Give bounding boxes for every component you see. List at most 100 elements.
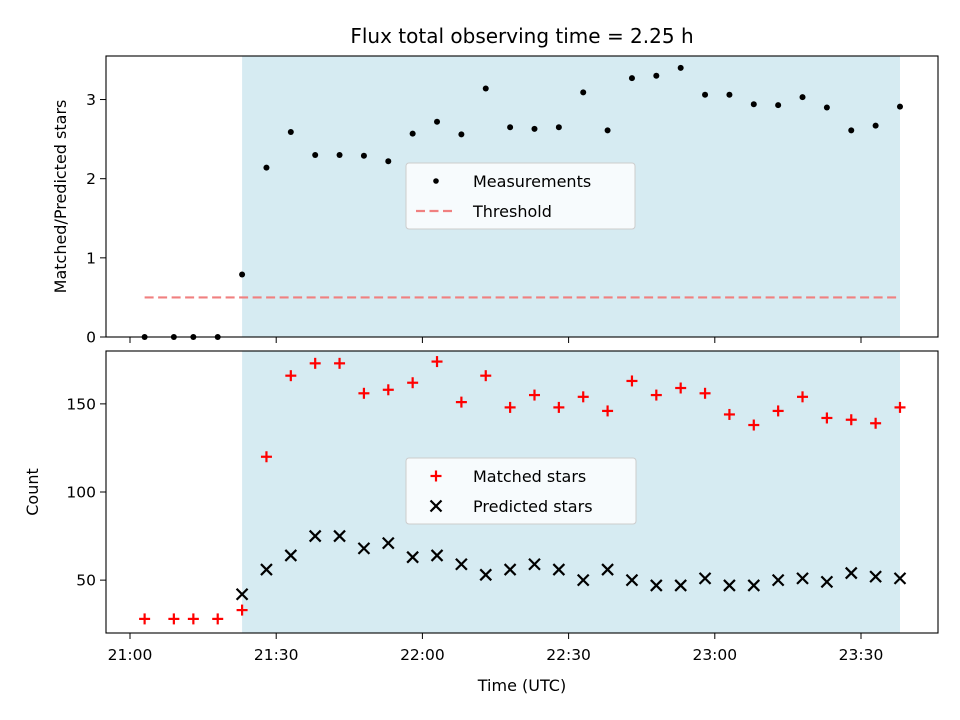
predicted-star-point — [284, 549, 298, 562]
measurement-point — [775, 102, 782, 109]
x-stroke-b — [455, 557, 468, 571]
legend-box — [405, 457, 637, 525]
x-stroke-b — [650, 579, 663, 592]
predicted-star-point — [528, 557, 541, 571]
legend-dot-icon — [433, 178, 439, 184]
axes-frame — [105, 350, 939, 634]
measurement-point — [750, 101, 757, 108]
x-stroke-b — [528, 557, 541, 571]
predicted-star-point — [235, 587, 249, 601]
matched-star-point — [504, 401, 516, 413]
predicted-star-point — [747, 579, 761, 592]
x-stroke-b — [235, 587, 249, 601]
y-tick-label: 3 — [86, 91, 96, 109]
measurement-point — [434, 118, 441, 125]
predicted-star-point — [650, 579, 663, 592]
predicted-star-point — [430, 549, 444, 562]
legend-label: Measurements — [473, 172, 591, 191]
x-stroke-b — [771, 573, 785, 587]
measurement-point — [823, 104, 830, 111]
predicted-star-point — [698, 572, 712, 585]
predicted-star-point — [357, 542, 371, 555]
measurement-point — [580, 89, 587, 96]
x-stroke-b — [625, 573, 639, 587]
measurement-point — [360, 152, 367, 159]
x-stroke-b — [479, 568, 493, 582]
predicted-star-point — [479, 568, 493, 582]
predicted-star-point — [406, 550, 419, 564]
matched-star-point — [309, 357, 321, 369]
matched-star-point — [675, 382, 687, 394]
x-stroke-b — [552, 563, 566, 576]
matched-star-point — [285, 370, 297, 382]
x-tick-label: 21:30 — [254, 646, 299, 664]
matched-star-point — [821, 412, 833, 424]
predicted-star-point — [771, 573, 785, 587]
predicted-star-point — [552, 563, 566, 576]
measurement-point — [555, 124, 562, 131]
measurement-point — [458, 131, 465, 138]
matched-star-point — [480, 370, 492, 382]
measurement-point — [336, 151, 343, 158]
matched-star-point — [553, 401, 565, 413]
predicted-star-point — [333, 529, 346, 543]
x-stroke-b — [308, 529, 322, 543]
x-stroke-b — [869, 570, 882, 583]
axes-frame — [105, 55, 939, 338]
legend-label: Threshold — [472, 202, 552, 221]
legend-label: Matched stars — [473, 467, 586, 486]
measurement-point — [848, 127, 855, 134]
matched-star-point — [602, 405, 614, 417]
matched-star-point — [260, 451, 272, 463]
predicted-star-point — [601, 563, 614, 576]
measurement-point — [653, 72, 660, 79]
y-axis-label: Count — [23, 468, 42, 516]
measurement-point — [385, 158, 392, 165]
x-stroke-b — [723, 579, 736, 592]
matched-star-point — [699, 387, 711, 399]
legend: Measurements Threshold — [405, 162, 636, 230]
measurement-point — [409, 130, 416, 137]
x-stroke-b — [260, 563, 273, 576]
matched-star-point — [139, 613, 151, 625]
predicted-star-point — [503, 563, 517, 576]
y-tick-label: 1 — [86, 249, 96, 267]
count-panel: 50 100 150 21:00 21:30 22:00 22:30 23:00 23:30 Co… — [23, 350, 939, 664]
x-tick-label: 22:30 — [546, 646, 591, 664]
measurement-point — [531, 125, 538, 132]
matched-star-point — [407, 377, 419, 389]
x-tick-label: 23:00 — [692, 646, 737, 664]
x-stroke-b — [333, 529, 346, 543]
x-stroke-b — [503, 563, 517, 576]
predicted-star-point — [625, 573, 639, 587]
matched-star-point — [797, 391, 809, 403]
matched-star-point — [626, 375, 638, 387]
x-tick-label: 21:00 — [108, 646, 153, 664]
predicted-star-point — [260, 563, 273, 576]
predicted-star-point — [308, 529, 322, 543]
matched-star-point — [236, 604, 248, 616]
measurement-point — [604, 127, 611, 134]
measurement-point — [507, 124, 514, 131]
matched-star-point — [845, 414, 857, 426]
predicted-star-point — [674, 579, 687, 592]
y-tick-label: 0 — [86, 329, 96, 347]
matched-star-point — [577, 391, 589, 403]
legend-label: Predicted stars — [473, 497, 593, 516]
measurement-point — [872, 122, 879, 129]
chart-title: Flux total observing time = 2.25 h — [350, 24, 693, 48]
measurement-point — [263, 164, 270, 171]
measurement-point — [239, 271, 246, 278]
predicted-star-point — [455, 557, 468, 571]
x-stroke-b — [698, 572, 712, 585]
ratio-panel: 0 1 2 3 Matched/Predicted stars Measurements T… — [51, 55, 939, 347]
x-tick-label: 23:30 — [839, 646, 884, 664]
x-stroke-b — [382, 536, 395, 550]
matched-star-point — [212, 613, 224, 625]
x-stroke-b — [576, 573, 590, 587]
y-tick-label: 100 — [66, 484, 96, 502]
matched-star-point — [334, 357, 346, 369]
legend-x-icon — [429, 499, 443, 513]
legend: Matched stars Predicted stars — [405, 457, 637, 525]
matched-star-point — [382, 384, 394, 396]
